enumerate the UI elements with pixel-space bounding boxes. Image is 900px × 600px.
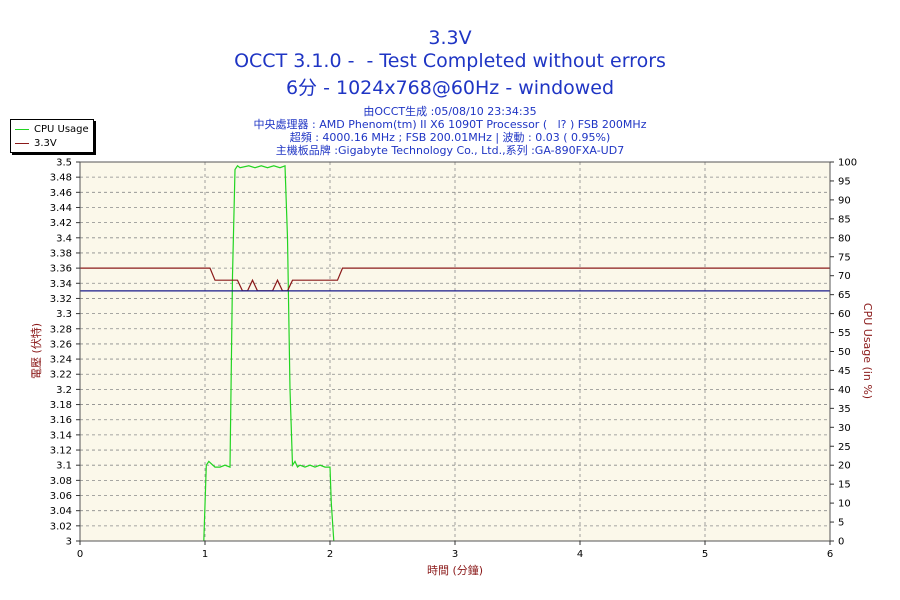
y-left-tick-label: 3.14	[50, 430, 72, 441]
x-axis-ticks: 0 1 2 3 4 5 6	[77, 541, 833, 560]
y-right-tick-label: 60	[838, 309, 851, 320]
y-left-tick-label: 3.34	[50, 279, 72, 290]
legend-label-voltage: 3.3V	[34, 137, 57, 149]
plot-area	[80, 162, 830, 541]
chart-subtitle-status: OCCT 3.1.0 - - Test Completed without er…	[234, 50, 666, 72]
y-right-tick-label: 45	[838, 366, 851, 377]
y-left-tick-label: 3.2	[56, 385, 72, 396]
series-layer	[80, 164, 830, 542]
legend-item-voltage: 3.3V	[15, 137, 57, 149]
y-left-tick-label: 3.26	[50, 339, 72, 350]
y-right-tick-label: 20	[838, 461, 851, 472]
info-motherboard: 主機板品牌 :Gigabyte Technology Co., Ltd.,系列 …	[275, 144, 625, 157]
y-axis-right-label: CPU Usage (in %)	[861, 303, 874, 399]
y-right-tick-label: 40	[838, 385, 851, 396]
y-left-tick-label: 3.08	[50, 476, 72, 487]
x-tick-label: 4	[577, 549, 583, 560]
info-cpu: 中央處理器 : AMD Phenom(tm) II X6 1090T Proce…	[253, 118, 647, 131]
series-line-cpu-usage	[203, 164, 335, 542]
y-left-tick-label: 3	[66, 537, 72, 548]
y-right-tick-label: 30	[838, 423, 851, 434]
info-generated: 由OCCT生成 :05/08/10 23:34:35	[363, 105, 537, 118]
y-right-tick-label: 5	[838, 518, 844, 529]
y-right-tick-label: 80	[838, 233, 851, 244]
y-right-tick-label: 50	[838, 347, 851, 358]
y-right-tick-label: 55	[838, 328, 851, 339]
y-left-tick-label: 3.36	[50, 264, 72, 275]
y-left-tick-label: 3.3	[56, 309, 72, 320]
y-right-tick-label: 0	[838, 537, 844, 548]
y-right-tick-label: 95	[838, 176, 851, 187]
y-left-tick-label: 3.18	[50, 400, 72, 411]
left-axis-ticks: 3 3.02 3.04 3.06 3.08 3.1 3.12 3.14 3.16 3.18 3.2 3…	[50, 158, 80, 548]
x-tick-label: 2	[327, 549, 333, 560]
y-right-tick-label: 25	[838, 442, 851, 453]
y-right-tick-label: 35	[838, 404, 851, 415]
y-left-tick-label: 3.42	[50, 218, 72, 229]
right-axis-ticks: 0 5 10 15 20 25 30 35 40 45 50 55 60 65 70 75 80 85 90 95 10…	[830, 158, 857, 548]
y-left-tick-label: 3.04	[50, 506, 72, 517]
y-right-tick-label: 85	[838, 214, 851, 225]
y-left-tick-label: 3.28	[50, 324, 72, 335]
x-tick-label: 0	[77, 549, 83, 560]
x-tick-label: 3	[452, 549, 458, 560]
legend-item-cpu-usage: CPU Usage	[15, 123, 89, 135]
y-left-tick-label: 3.22	[50, 370, 72, 381]
y-right-tick-label: 10	[838, 499, 851, 510]
y-left-tick-label: 3.1	[56, 461, 72, 472]
y-left-tick-label: 3.44	[50, 203, 72, 214]
y-left-tick-label: 3.02	[50, 521, 72, 532]
y-left-tick-label: 3.5	[56, 158, 72, 169]
y-left-tick-label: 3.46	[50, 188, 72, 199]
y-right-tick-label: 70	[838, 271, 851, 282]
y-right-tick-label: 100	[838, 158, 857, 169]
y-left-tick-label: 3.16	[50, 415, 72, 426]
y-left-tick-label: 3.06	[50, 491, 72, 502]
y-left-tick-label: 3.24	[50, 355, 72, 366]
legend: CPU Usage 3.3V	[10, 119, 94, 153]
chart-title: 3.3V	[428, 27, 472, 49]
legend-swatch-voltage	[15, 142, 29, 144]
chart-subtitle-run: 6分 - 1024x768@60Hz - windowed	[285, 77, 615, 99]
legend-swatch-cpu	[15, 128, 29, 130]
legend-label-cpu: CPU Usage	[34, 123, 89, 135]
y-left-tick-label: 3.4	[56, 233, 72, 244]
y-right-tick-label: 75	[838, 252, 851, 263]
y-axis-left-label: 電壓 (伏特)	[29, 323, 43, 379]
y-left-tick-label: 3.38	[50, 248, 72, 259]
y-right-tick-label: 90	[838, 195, 851, 206]
y-left-tick-label: 3.32	[50, 294, 72, 305]
x-tick-label: 5	[702, 549, 708, 560]
y-right-tick-label: 65	[838, 290, 851, 301]
x-axis-label: 時間 (分鐘)	[427, 563, 483, 577]
y-left-tick-label: 3.12	[50, 446, 72, 457]
info-clock: 超頻 : 4000.16 MHz ; FSB 200.01MHz | 波動 : …	[289, 131, 611, 144]
x-tick-label: 1	[202, 549, 208, 560]
y-left-tick-label: 3.48	[50, 173, 72, 184]
x-tick-label: 6	[827, 549, 833, 560]
y-right-tick-label: 15	[838, 480, 851, 491]
